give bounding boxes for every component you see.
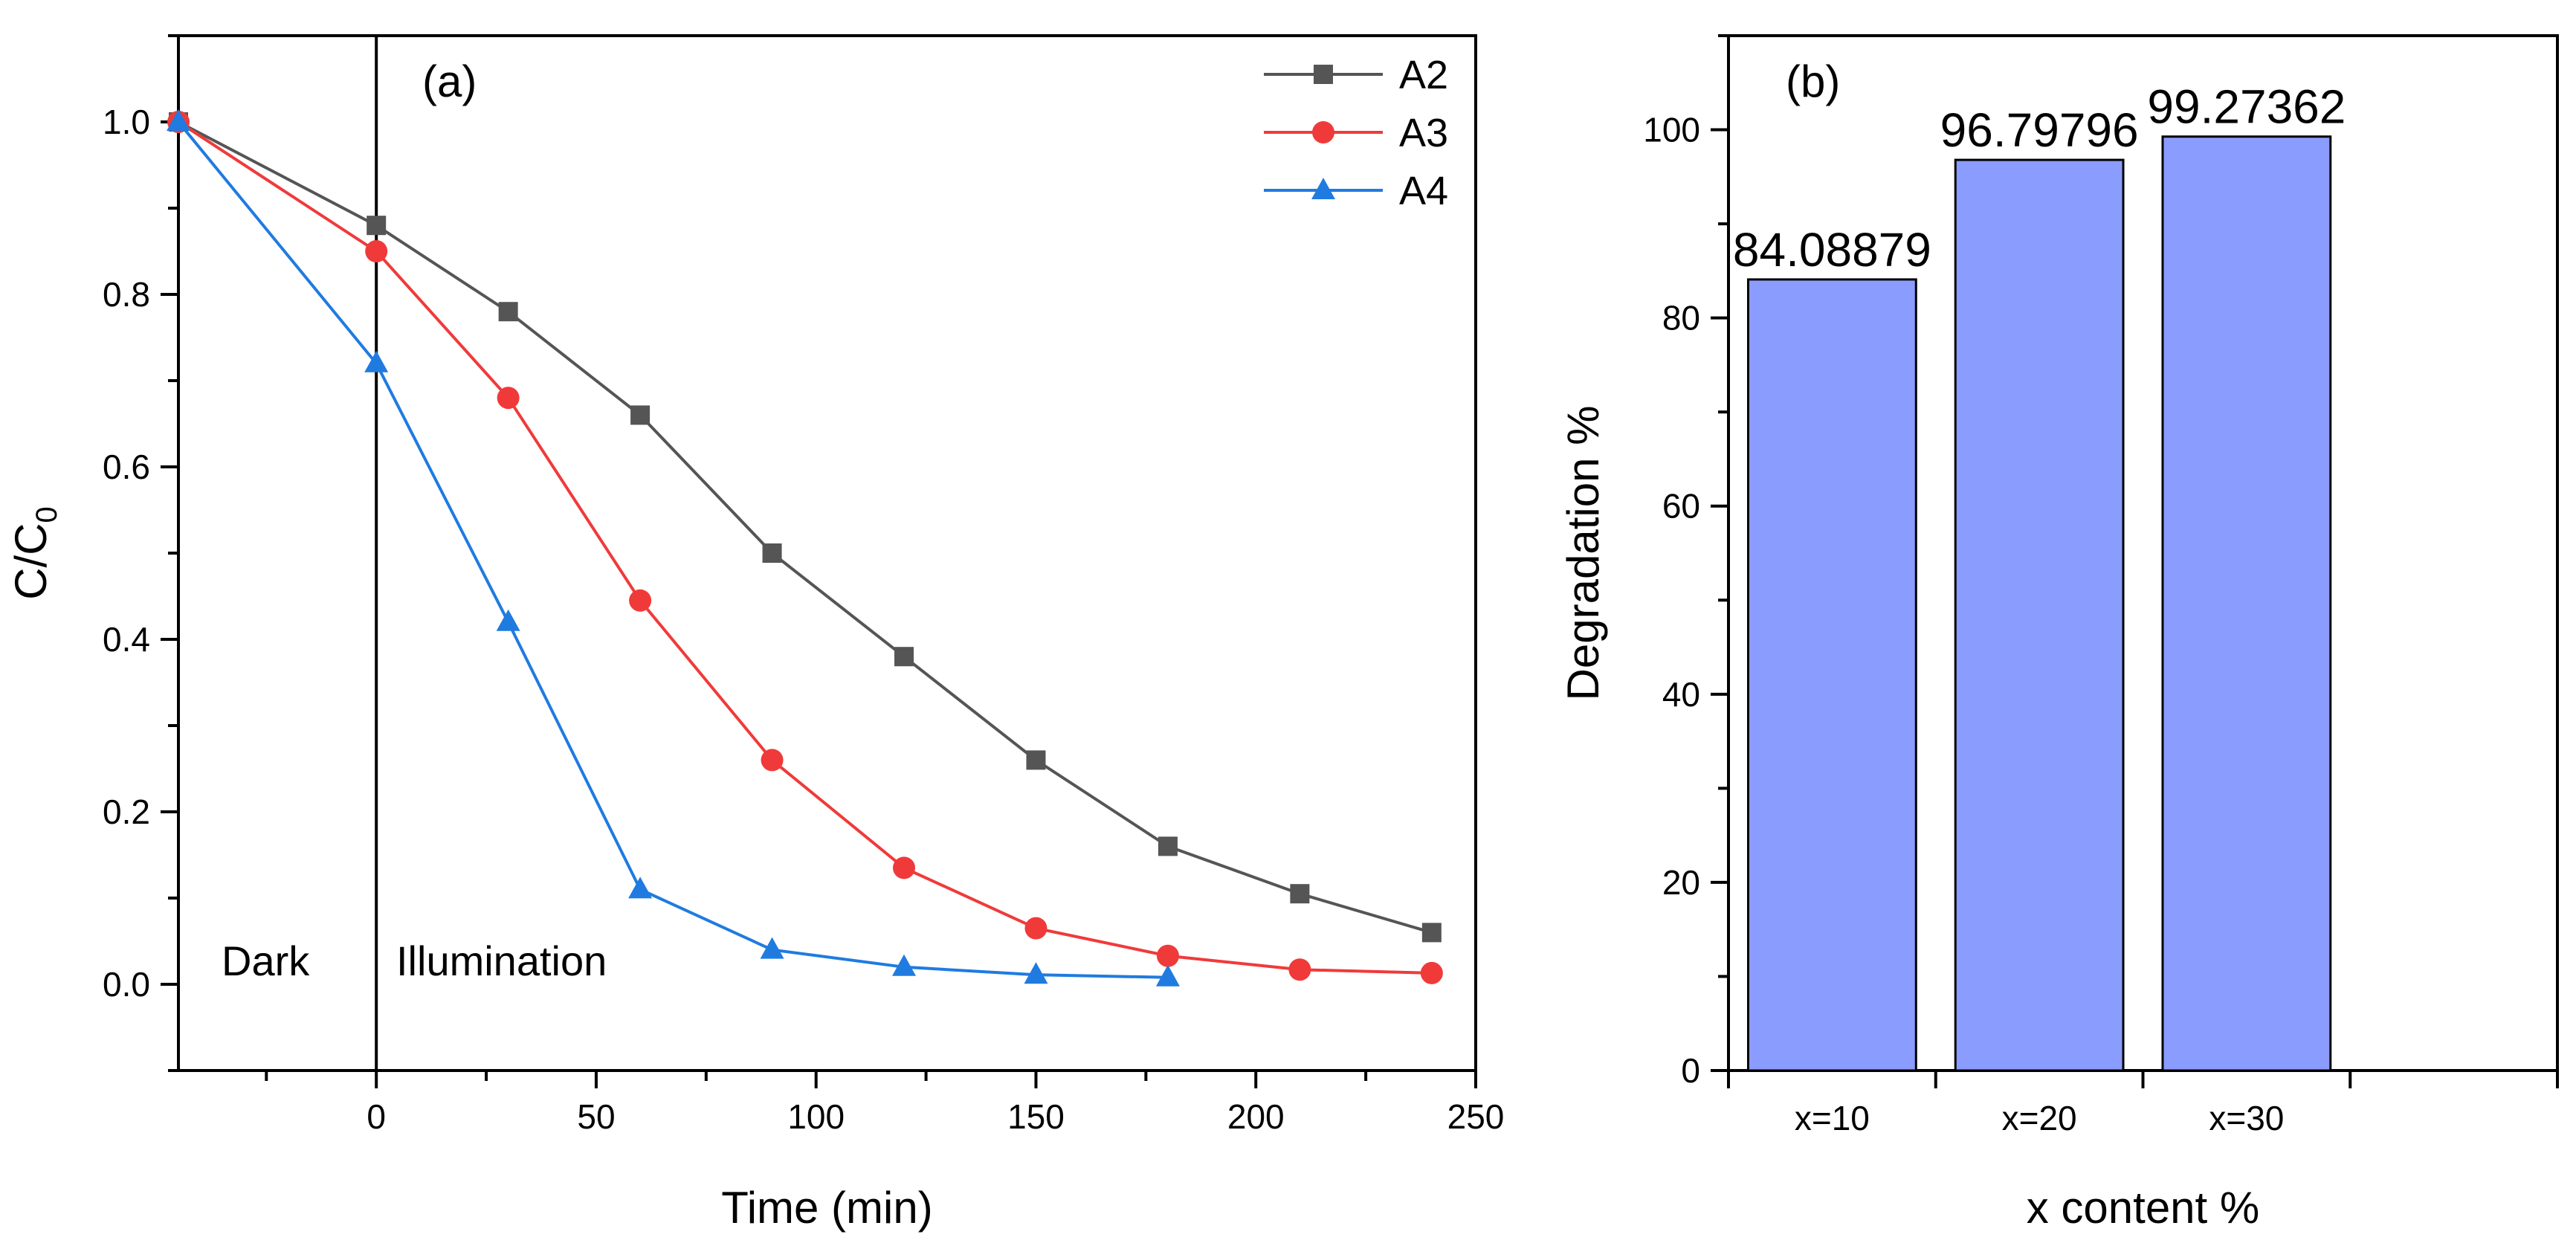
x-axis-label: Time (min) [721, 1183, 932, 1233]
data-point-A4 [496, 609, 520, 631]
x-tick-label: 50 [577, 1097, 615, 1136]
data-point-A4 [628, 876, 653, 899]
data-point-A3 [1288, 958, 1311, 981]
data-point-A2 [1421, 923, 1442, 943]
x-tick-label: x=10 [1795, 1099, 1870, 1137]
x-tick-label: 250 [1447, 1097, 1505, 1136]
y-tick-label: 40 [1662, 675, 1700, 714]
y-tick-label: 0 [1681, 1051, 1700, 1090]
y-tick-label: 20 [1662, 863, 1700, 902]
data-point-A4 [1024, 962, 1048, 984]
line-chart-panel-a: 0 50 100 150 200 250 0.0 0.2 0.4 0.6 0.8 1.0 Time (m… [6, 34, 1505, 1233]
legend-marker-A4 [1311, 178, 1335, 199]
data-point-A3 [761, 749, 784, 772]
x-tick-label: 0 [367, 1097, 386, 1136]
legend-marker-A3 [1312, 121, 1334, 143]
legend-label-A2: A2 [1399, 53, 1448, 97]
data-point-A2 [1290, 884, 1310, 904]
data-point-A2 [1026, 750, 1046, 770]
bar-group-x=30: 99.27362 x=30 [2147, 80, 2346, 1137]
illumination-annotation: Illumination [396, 937, 607, 984]
y-tick-label: 1.0 [103, 103, 150, 141]
y-tick-label: 60 [1662, 487, 1700, 526]
panel-label-a: (a) [422, 56, 477, 106]
y-tick-label: 0.6 [103, 448, 150, 486]
bar-group-x=20: 96.79796 x=20 [1940, 103, 2139, 1137]
data-point-A4 [1155, 964, 1180, 987]
series-A2 [169, 112, 1442, 943]
data-point-A3 [1420, 961, 1443, 984]
data-point-A4 [760, 937, 784, 959]
x-tick-label: 150 [1007, 1097, 1065, 1136]
data-point-A2 [367, 216, 387, 236]
data-point-A3 [629, 589, 652, 612]
y-axis-label-subscript: 0 [30, 506, 63, 523]
bar-chart-panel-b: 0 20 40 60 80 100 84.08879 x=10 96.79796 x=20 99.2… [1558, 34, 2559, 1233]
data-point-A4 [892, 954, 917, 976]
data-point-A2 [498, 302, 518, 322]
legend: A2 A3 A4 [1264, 53, 1448, 213]
series-line-A2 [178, 120, 1433, 934]
data-point-A2 [630, 405, 651, 425]
y-axis-label: Degradation % [1558, 406, 1608, 701]
x-tick-label: 100 [787, 1097, 845, 1136]
x-tick-label: x=30 [2209, 1099, 2284, 1137]
series-A4 [167, 109, 1180, 987]
bar-value-label: 84.08879 [1733, 223, 1931, 277]
data-point-A3 [893, 856, 916, 879]
data-point-A2 [894, 647, 914, 667]
y-tick-label: 100 [1643, 111, 1700, 149]
dark-annotation: Dark [222, 937, 310, 984]
x-axis-label: x content % [2027, 1183, 2260, 1233]
legend-label-A3: A3 [1399, 111, 1448, 155]
data-point-A4 [167, 109, 190, 131]
bar-group-x=10: 84.08879 x=10 [1733, 223, 1931, 1137]
y-axis-label: C/C0 [6, 506, 63, 600]
data-point-A2 [762, 543, 782, 563]
legend-marker-A2 [1314, 65, 1333, 84]
y-tick-label: 0.2 [103, 792, 150, 831]
data-point-A2 [1158, 836, 1178, 856]
legend-label-A4: A4 [1399, 169, 1448, 213]
bar-value-label: 99.27362 [2147, 80, 2346, 134]
bar [2161, 135, 2332, 1072]
series-line-A3 [177, 120, 1432, 975]
data-point-A3 [497, 387, 520, 410]
y-tick-label: 0.0 [103, 965, 150, 1004]
y-tick-label: 0.4 [103, 620, 150, 659]
y-tick-label: 0.8 [103, 275, 150, 314]
panel-label-b: (b) [1786, 56, 1840, 106]
x-tick-label: 200 [1227, 1097, 1285, 1136]
y-tick-label: 80 [1662, 299, 1700, 338]
series-A3 [167, 111, 1443, 984]
data-point-A3 [365, 240, 388, 262]
data-point-A4 [364, 350, 389, 372]
x-tick-label: x=20 [2002, 1099, 2077, 1137]
data-point-A3 [1156, 944, 1179, 967]
series-line-A4 [177, 120, 1168, 979]
bar [1954, 158, 2125, 1072]
data-point-A3 [1024, 917, 1047, 940]
bar [1746, 278, 1917, 1072]
y-axis-label-main: C/C [6, 523, 56, 599]
bar-value-label: 96.79796 [1940, 103, 2139, 157]
